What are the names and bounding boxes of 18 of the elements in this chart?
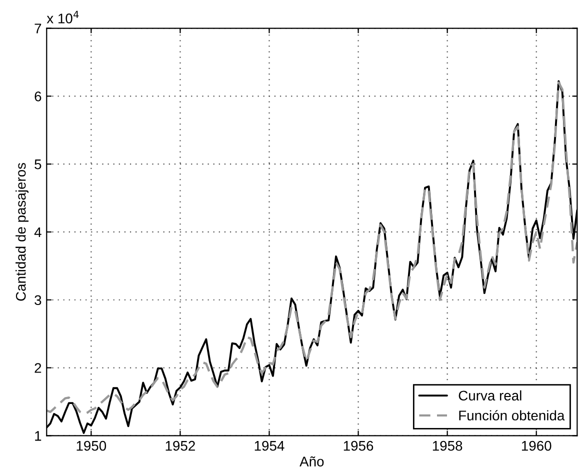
y-tick-label: 5 bbox=[34, 160, 42, 170]
y-tick-label: 7 bbox=[34, 24, 42, 34]
y-tick-label: 4 bbox=[34, 227, 42, 237]
x-tick-label: 1954 bbox=[254, 440, 284, 451]
x-tick-label: 1952 bbox=[166, 440, 195, 451]
text: x 10$^{4}$ bbox=[46, 10, 79, 24]
legend-label: Función obtenida bbox=[459, 410, 565, 420]
y-tick-label: 6 bbox=[34, 91, 42, 102]
x-tick-label: 1950 bbox=[76, 440, 106, 451]
y-tick-label: 1 bbox=[35, 431, 42, 441]
x-axis-title: Año bbox=[300, 456, 324, 466]
y-tick-label: 3 bbox=[34, 295, 42, 306]
x-tick-label: 1960 bbox=[522, 440, 552, 451]
x-tick-label: 1958 bbox=[432, 440, 462, 451]
y-tick-label: 2 bbox=[34, 363, 42, 373]
legend-label: Curva real bbox=[458, 390, 522, 401]
y-axis-title: Cantidad de pasajeros bbox=[16, 162, 28, 301]
x-tick-label: 1956 bbox=[344, 440, 374, 451]
